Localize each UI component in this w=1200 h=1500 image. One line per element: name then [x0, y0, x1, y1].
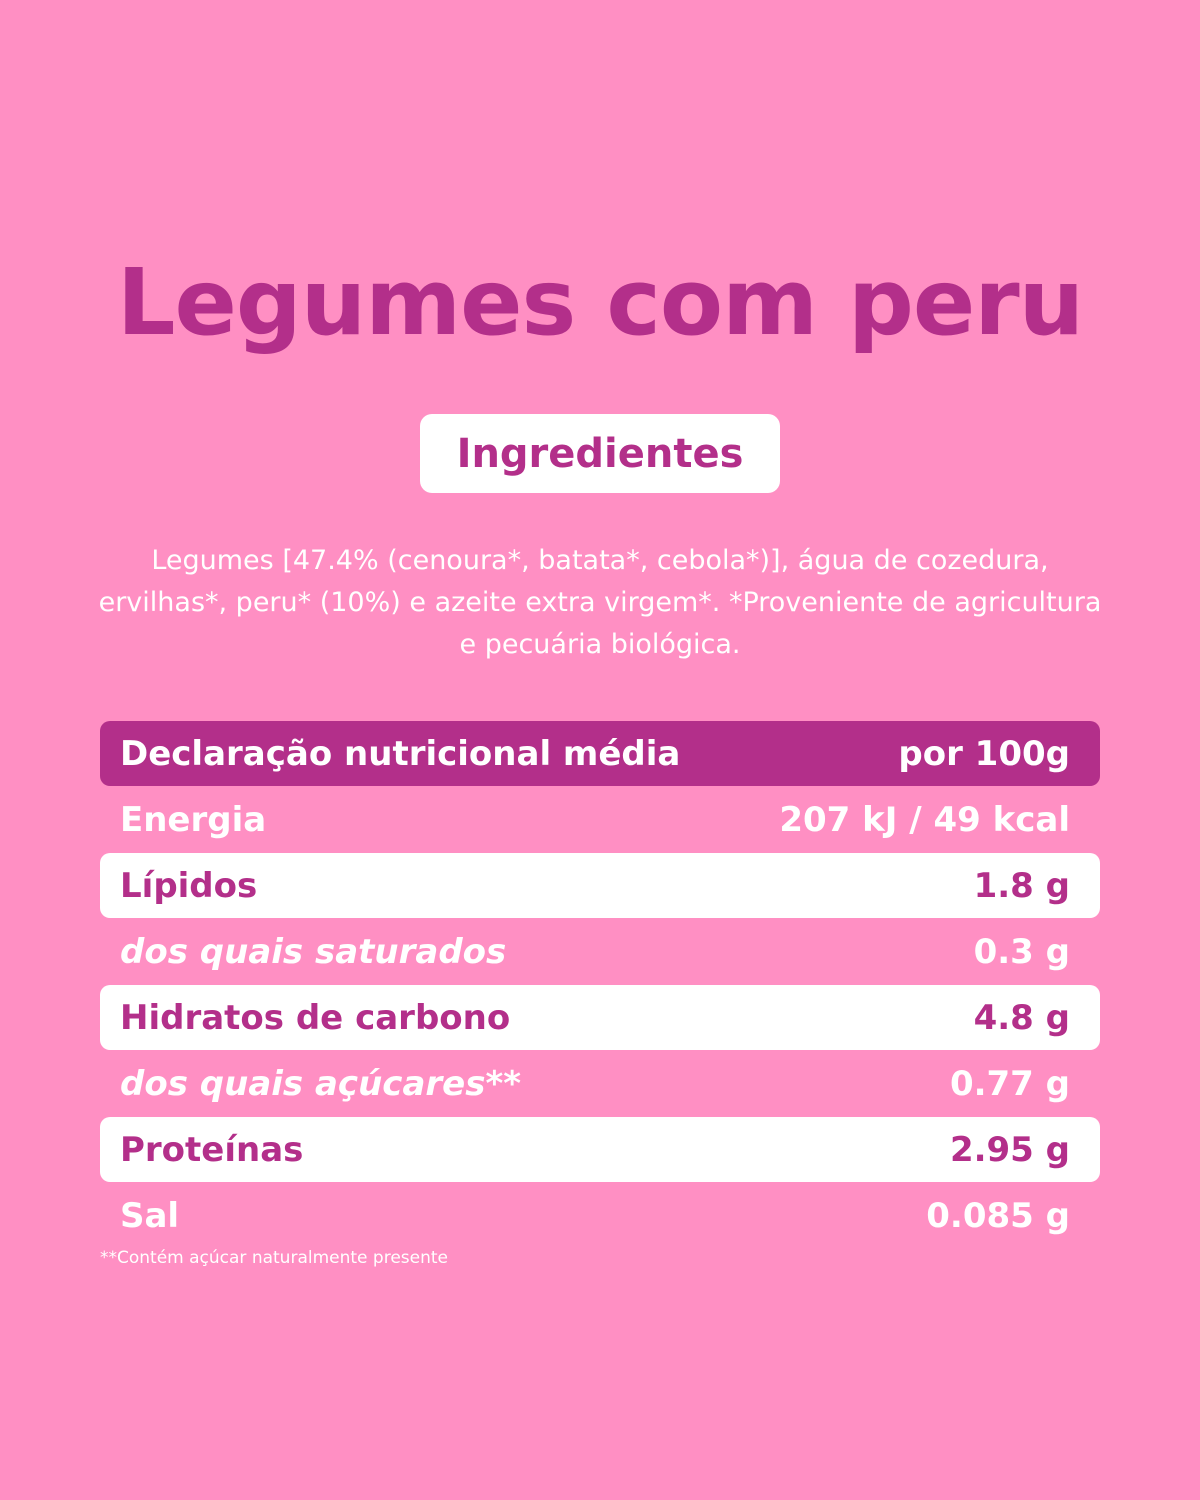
nutrition-row-acucares: dos quais açúcares** 0.77 g: [100, 1051, 1100, 1116]
nutrient-value: 1.8 g: [973, 865, 1070, 906]
nutrition-row-hidratos: Hidratos de carbono 4.8 g: [100, 985, 1100, 1050]
nutrient-value: 4.8 g: [973, 997, 1070, 1038]
nutrient-value: 2.95 g: [949, 1129, 1070, 1170]
nutrient-value: 207 kJ / 49 kcal: [779, 799, 1070, 840]
nutrient-label: Proteínas: [120, 1129, 304, 1170]
nutrient-value: 0.085 g: [926, 1195, 1070, 1236]
nutrient-label: Lípidos: [120, 865, 258, 906]
nutrient-label: Energia: [120, 799, 267, 840]
nutrition-header-row: Declaração nutricional média por 100g: [100, 721, 1100, 786]
nutrition-table: Declaração nutricional média por 100g En…: [100, 721, 1100, 1249]
page-title: Legumes com peru: [116, 249, 1084, 356]
nutrient-label: Hidratos de carbono: [120, 997, 511, 1038]
nutrient-label: dos quais açúcares**: [120, 1063, 522, 1104]
nutrition-row-lipidos: Lípidos 1.8 g: [100, 853, 1100, 918]
nutrient-value: 0.3 g: [973, 931, 1070, 972]
nutrition-row-energia: Energia 207 kJ / 49 kcal: [100, 787, 1100, 852]
nutrition-header-value: por 100g: [898, 733, 1070, 774]
ingredients-text: Legumes [47.4% (cenoura*, batata*, cebol…: [98, 545, 1102, 660]
nutrient-label: dos quais saturados: [120, 931, 507, 972]
nutrition-header-label: Declaração nutricional média: [120, 733, 681, 774]
ingredients-heading-badge: Ingredientes: [420, 414, 780, 493]
nutrient-label: Sal: [120, 1195, 180, 1236]
nutrition-row-saturados: dos quais saturados 0.3 g: [100, 919, 1100, 984]
nutrition-row-sal: Sal 0.085 g: [100, 1183, 1100, 1248]
ingredients-heading: Ingredientes: [456, 430, 744, 477]
footnote: **Contém açúcar naturalmente presente: [100, 1248, 448, 1268]
nutrition-row-proteinas: Proteínas 2.95 g: [100, 1117, 1100, 1182]
nutrient-value: 0.77 g: [949, 1063, 1070, 1104]
